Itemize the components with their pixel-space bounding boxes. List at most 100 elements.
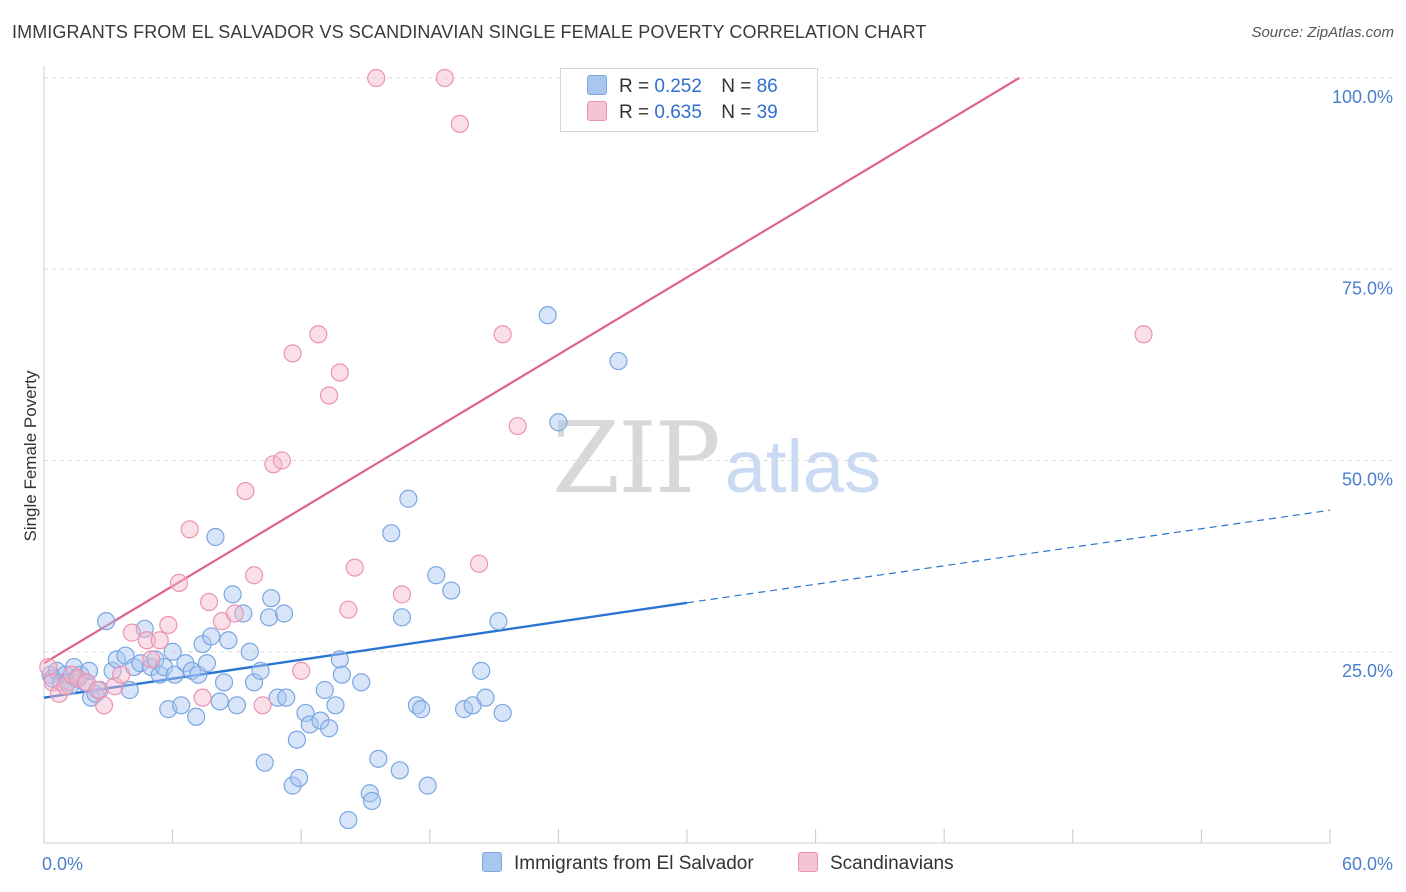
data-point-el-salvador [538, 306, 557, 325]
data-point-scandinavians [105, 677, 124, 696]
data-point-scandinavians [292, 661, 311, 680]
data-point-el-salvador [131, 654, 150, 673]
data-point-el-salvador [609, 351, 628, 371]
data-point-el-salvador [319, 719, 339, 738]
data-point-el-salvador [259, 608, 279, 627]
data-point-el-salvador [418, 776, 437, 795]
data-point-el-salvador [315, 680, 334, 700]
data-point-el-salvador [165, 665, 184, 684]
legend-r-label: R = [619, 102, 650, 123]
data-point-el-salvador [255, 753, 274, 772]
bottom-legend-label: Scandinavians [830, 853, 954, 874]
data-point-el-salvador [214, 673, 234, 692]
data-point-scandinavians [150, 631, 169, 650]
data-point-el-salvador [47, 661, 66, 680]
legend-r-value: 0.252 [654, 76, 702, 97]
data-point-el-salvador [427, 566, 446, 585]
data-point-scandinavians [1134, 325, 1153, 344]
legend-r-value: 0.635 [654, 102, 702, 123]
data-point-el-salvador [549, 413, 568, 432]
correlation-legend: R = 0.252 N = 86 R = 0.635 N = 39 [560, 68, 818, 132]
data-point-scandinavians [88, 680, 107, 700]
data-point-scandinavians [199, 592, 219, 612]
legend-swatch-blue [587, 75, 607, 95]
data-point-el-salvador [476, 688, 495, 707]
data-point-scandinavians [159, 615, 178, 635]
data-point-scandinavians [283, 344, 302, 363]
y-tick-label: 100.0% [1332, 87, 1393, 107]
data-point-el-salvador [244, 673, 264, 692]
data-point-el-salvador [442, 581, 461, 600]
data-point-el-salvador [262, 589, 281, 608]
data-point-el-salvador [240, 642, 259, 661]
data-point-el-salvador [412, 700, 431, 719]
data-point-scandinavians [469, 554, 489, 573]
legend-n-value: 86 [756, 76, 778, 97]
data-point-el-salvador [120, 680, 139, 700]
data-point-el-salvador [352, 673, 371, 692]
data-point-scandinavians [225, 604, 244, 623]
data-point-scandinavians [253, 696, 272, 715]
data-point-el-salvador [339, 810, 358, 830]
data-point-scandinavians [236, 482, 255, 501]
trend-dashed [686, 509, 1331, 604]
data-point-el-salvador [326, 696, 345, 715]
data-point-el-salvador [197, 654, 216, 673]
bottom-legend-el-salvador: Immigrants from El Salvador [482, 852, 754, 875]
data-point-el-salvador [223, 585, 242, 604]
source-label: Source: ZipAtlas.com [1251, 24, 1394, 41]
data-point-scandinavians [244, 566, 264, 585]
data-point-el-salvador [382, 524, 401, 543]
data-point-scandinavians [272, 451, 292, 470]
data-point-el-salvador [287, 730, 307, 749]
data-point-scandinavians [137, 631, 156, 650]
data-point-el-salvador [274, 604, 294, 623]
data-point-el-salvador [300, 715, 319, 734]
data-point-scandinavians [319, 386, 339, 405]
data-point-scandinavians [367, 68, 386, 88]
data-point-el-salvador [289, 768, 309, 788]
legend-row-scandinavians: R = 0.635 N = 39 [587, 101, 778, 127]
data-point-scandinavians [69, 669, 88, 688]
trend-line-scandinavians [43, 77, 1020, 665]
data-point-scandinavians [112, 665, 131, 684]
data-point-el-salvador [489, 612, 508, 631]
data-point-el-salvador [493, 703, 512, 723]
data-point-scandinavians [39, 657, 58, 677]
tick-labels: 25.0% 50.0% 75.0% 100.0% 0.0% 60.0% [42, 87, 1393, 874]
data-point-el-salvador [390, 761, 409, 780]
legend-row-el-salvador: R = 0.252 N = 86 [587, 75, 778, 101]
trend-line-el-salvador [43, 509, 1331, 699]
data-point-el-salvador [454, 700, 474, 719]
axes [43, 66, 1331, 844]
y-tick-label: 25.0% [1342, 661, 1393, 681]
legend-r-label: R = [619, 76, 650, 97]
data-point-scandinavians [450, 114, 469, 134]
data-point-el-salvador [472, 661, 491, 680]
points-scandinavians [39, 68, 1153, 715]
data-point-scandinavians [330, 363, 349, 382]
data-point-scandinavians [508, 416, 527, 436]
points-el-salvador [41, 306, 628, 830]
data-point-scandinavians [169, 573, 189, 593]
data-point-scandinavians [392, 585, 412, 604]
data-point-el-salvador [202, 627, 221, 646]
data-point-scandinavians [180, 520, 199, 539]
data-point-el-salvador [296, 703, 315, 723]
y-axis-label: Single Female Poverty [21, 370, 40, 542]
data-point-scandinavians [435, 68, 454, 88]
legend-n-label: N = [721, 76, 752, 97]
y-tick-label: 50.0% [1342, 470, 1393, 490]
data-point-el-salvador [97, 612, 116, 631]
data-point-el-salvador [206, 527, 225, 547]
data-point-el-salvador [277, 688, 296, 707]
grid-lines [44, 77, 1395, 653]
trend-solid [43, 601, 688, 699]
chart-title: IMMIGRANTS FROM EL SALVADOR VS SCANDINAV… [12, 22, 927, 42]
x-tick-label: 60.0% [1342, 854, 1393, 874]
data-point-el-salvador [362, 791, 382, 811]
data-point-el-salvador [369, 749, 388, 768]
data-point-scandinavians [493, 325, 512, 344]
data-point-el-salvador [399, 489, 418, 508]
